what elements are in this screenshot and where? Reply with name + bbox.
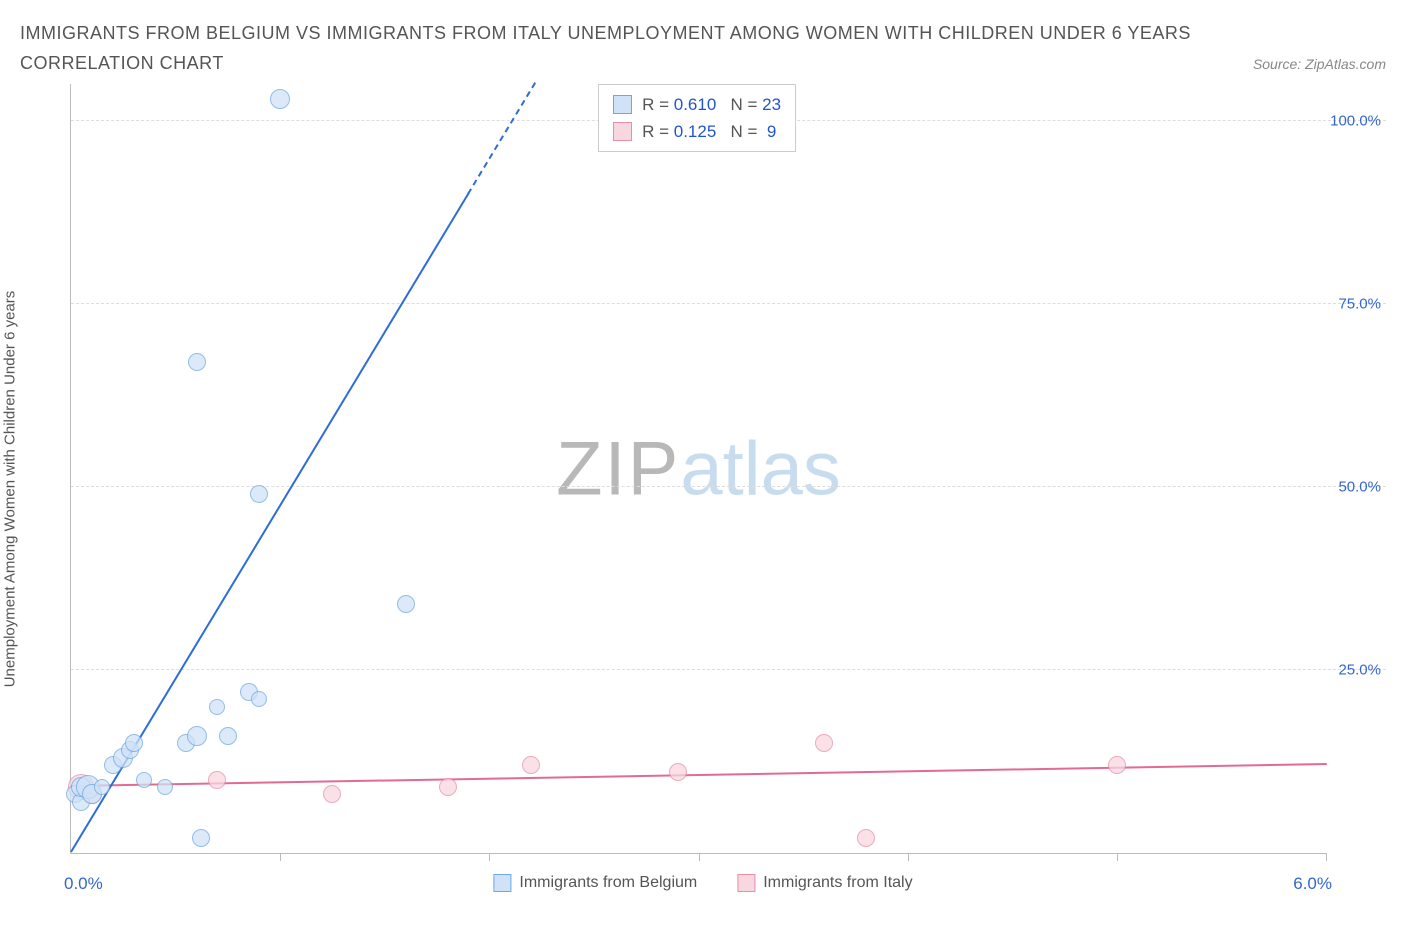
title-area: IMMIGRANTS FROM BELGIUM VS IMMIGRANTS FR… [0,0,1406,74]
data-point [669,763,687,781]
watermark: ZIPatlas [556,425,841,512]
chart-title: IMMIGRANTS FROM BELGIUM VS IMMIGRANTS FR… [20,20,1386,47]
watermark-atlas: atlas [680,426,841,511]
x-tick [908,853,909,861]
data-point [522,756,540,774]
x-tick [1117,853,1118,861]
data-point [219,727,237,745]
trend-line [71,763,1327,787]
stats-row: R = 0.125 N = 9 [613,118,781,145]
stats-text: R = 0.125 N = 9 [642,118,776,145]
legend-item-italy: Immigrants from Italy [737,874,912,892]
data-point [397,595,415,613]
data-point [250,485,268,503]
y-axis-label: Unemployment Among Women with Children U… [2,291,19,688]
subtitle-row: CORRELATION CHART Source: ZipAtlas.com [20,53,1386,74]
trend-line [468,82,537,194]
x-tick [699,853,700,861]
x-axis-min-label: 0.0% [64,874,103,894]
data-point [857,829,875,847]
data-point [188,353,206,371]
y-tick-label: 75.0% [1338,295,1381,312]
data-point [323,785,341,803]
plot-region: ZIPatlas 25.0%50.0%75.0%100.0%R = 0.610 … [70,84,1326,854]
y-tick-label: 50.0% [1338,478,1381,495]
stats-text: R = 0.610 N = 23 [642,91,781,118]
data-point [270,89,290,109]
data-point [187,726,207,746]
data-point [251,691,267,707]
stats-row: R = 0.610 N = 23 [613,91,781,118]
y-tick-label: 25.0% [1338,661,1381,678]
x-axis-max-label: 6.0% [1293,874,1332,894]
stats-swatch [613,95,632,114]
x-tick [489,853,490,861]
data-point [94,779,110,795]
data-point [209,699,225,715]
legend-swatch-italy [737,874,755,892]
data-point [192,829,210,847]
data-point [208,771,226,789]
legend-label-belgium: Immigrants from Belgium [519,874,697,892]
data-point [136,772,152,788]
chart-area: Unemployment Among Women with Children U… [20,84,1386,894]
data-point [439,778,457,796]
legend: Immigrants from Belgium Immigrants from … [493,874,912,892]
gridline [71,303,1386,304]
legend-item-belgium: Immigrants from Belgium [493,874,697,892]
data-point [815,734,833,752]
x-tick [280,853,281,861]
gridline [71,669,1386,670]
source-label: Source: ZipAtlas.com [1253,56,1386,72]
stats-swatch [613,122,632,141]
data-point [1108,756,1126,774]
data-point [157,779,173,795]
stats-box: R = 0.610 N = 23R = 0.125 N = 9 [598,84,796,152]
watermark-zip: ZIP [556,426,680,511]
y-tick-label: 100.0% [1330,112,1381,129]
x-tick [1326,853,1327,861]
chart-subtitle: CORRELATION CHART [20,53,224,74]
legend-label-italy: Immigrants from Italy [763,874,912,892]
gridline [71,486,1386,487]
legend-swatch-belgium [493,874,511,892]
data-point [125,734,143,752]
